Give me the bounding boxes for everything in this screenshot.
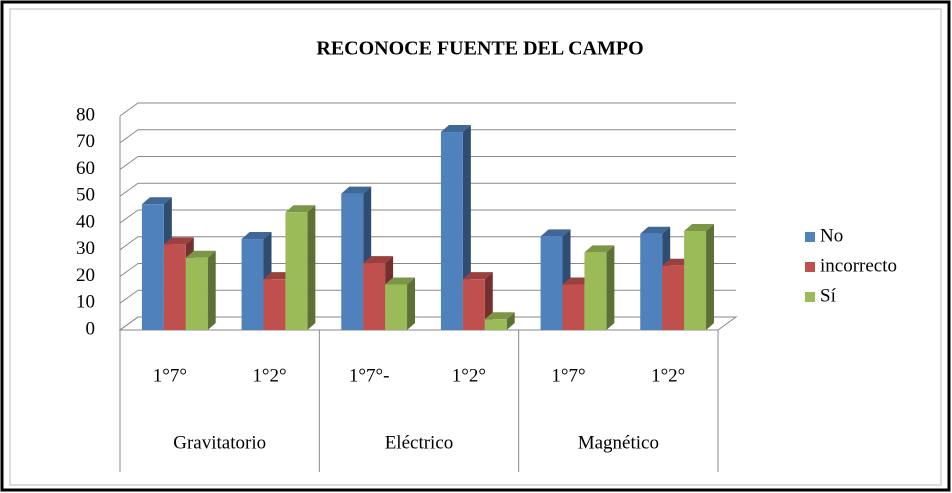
bar-front <box>385 284 408 330</box>
bar <box>185 250 216 330</box>
y-tick-label: 10 <box>76 292 95 313</box>
bar-top <box>462 272 493 280</box>
bar-top <box>440 125 471 133</box>
y-tick-label: 50 <box>76 185 95 206</box>
bar <box>684 224 715 330</box>
y-tick-label: 70 <box>76 131 95 152</box>
bar-front <box>285 212 308 330</box>
x-tick-label: 1°2° <box>252 365 286 386</box>
bar-front <box>662 265 685 330</box>
x-tick-label: 1°7° <box>153 365 187 386</box>
bar-front <box>440 132 463 330</box>
bar-front <box>684 231 707 330</box>
bar-top <box>684 224 715 232</box>
legend-swatch <box>805 262 815 272</box>
grid-line <box>119 129 736 144</box>
bar-front <box>484 319 507 330</box>
legend-label: No <box>820 225 843 246</box>
bar-top <box>185 250 216 258</box>
bar-top <box>584 245 615 253</box>
y-tick-label: 20 <box>76 265 95 286</box>
x-tick-label: 1°7°- <box>349 365 390 386</box>
y-tick-label: 60 <box>76 158 95 179</box>
y-tick-label: 30 <box>76 238 95 259</box>
grid-line <box>119 102 736 117</box>
bar-front <box>540 236 563 330</box>
grid-line <box>119 289 736 304</box>
grid-line <box>119 236 736 251</box>
bar-side <box>606 245 615 330</box>
legend-swatch <box>805 232 815 242</box>
bar <box>484 312 515 330</box>
legend-label: Sí <box>820 285 837 306</box>
chart-title: RECONOCE FUENTE DEL CAMPO <box>316 38 643 60</box>
bar-side <box>506 312 515 330</box>
bar-side <box>307 205 316 330</box>
x-tick-label: 1°7° <box>551 365 585 386</box>
grid-line <box>119 182 736 197</box>
grid-line <box>119 263 736 277</box>
bar-front <box>562 284 585 330</box>
y-tick-label: 40 <box>76 211 95 232</box>
bar-top <box>341 186 372 194</box>
bar-front <box>341 193 364 330</box>
bar-top <box>241 232 272 240</box>
x-tick-label: 1°2° <box>452 365 486 386</box>
bar-front <box>584 252 607 330</box>
bar-front <box>185 257 208 330</box>
chart-border <box>9 8 942 486</box>
bar-top <box>363 256 394 264</box>
bar-top <box>285 205 316 213</box>
bar <box>584 245 615 330</box>
bar <box>285 205 316 330</box>
legend-label: incorrecto <box>820 255 897 276</box>
group-label: Eléctrico <box>385 432 454 453</box>
y-tick-label: 0 <box>86 318 96 339</box>
group-label: Gravitatorio <box>173 432 266 453</box>
bar-top <box>141 197 172 205</box>
bar-front <box>640 233 663 330</box>
bar-front <box>263 279 286 330</box>
bar-top <box>163 237 194 245</box>
y-tick-label: 80 <box>76 104 95 125</box>
bar-front <box>241 239 264 330</box>
legend-swatch <box>805 292 815 302</box>
bar-side <box>207 250 216 330</box>
grid-line <box>119 156 736 170</box>
grid-line <box>119 209 736 224</box>
group-label: Magnético <box>578 432 659 453</box>
bar <box>385 277 416 330</box>
bar-side <box>706 224 715 330</box>
bar-top <box>385 277 416 285</box>
bar-front <box>163 244 186 330</box>
bar-side <box>407 277 416 330</box>
bar-front <box>141 204 164 330</box>
bar-front <box>462 279 485 330</box>
bar-top <box>540 229 571 237</box>
bar-top <box>484 312 515 320</box>
x-tick-label: 1°2° <box>651 365 685 386</box>
bar-front <box>363 263 386 330</box>
bar-top <box>640 226 671 234</box>
grid-line <box>119 316 736 331</box>
